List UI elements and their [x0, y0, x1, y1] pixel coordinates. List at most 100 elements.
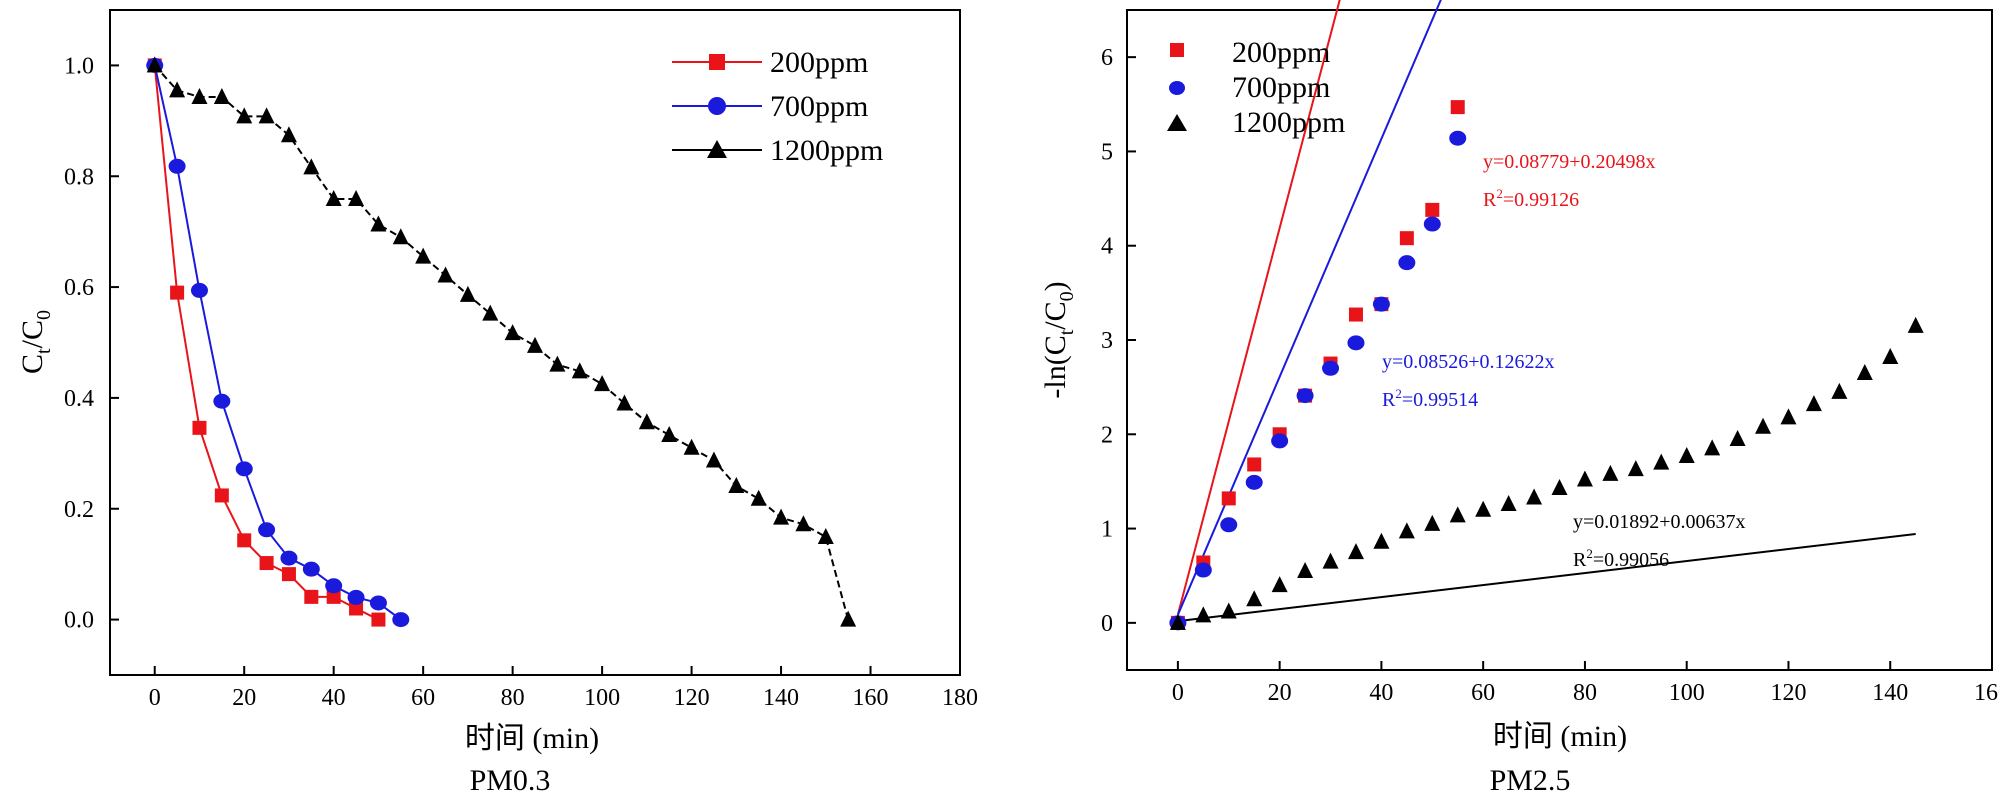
- data-point-1200ppm: [1195, 606, 1212, 623]
- y-label-mid: /C: [16, 320, 49, 348]
- x-tick-label: 20: [1268, 680, 1292, 706]
- data-point-1200ppm: [191, 88, 208, 105]
- y-ticks: 0 1 2 3 4 5 6: [1101, 45, 1136, 637]
- data-point-1200ppm: [258, 107, 275, 124]
- legend-label-700ppm: 700ppm: [1232, 71, 1330, 104]
- y-tick-label: 1: [1101, 517, 1113, 543]
- y-tick-label: 0.6: [64, 275, 94, 301]
- data-point-1200ppm: [169, 81, 186, 98]
- data-point-1200ppm: [1475, 500, 1492, 517]
- data-point-1200ppm: [1297, 562, 1314, 578]
- data-point-1200ppm: [504, 324, 521, 341]
- r2-exp: 2: [1395, 386, 1402, 401]
- y-tick-label: 0: [1101, 611, 1113, 637]
- data-point-1200ppm: [638, 413, 655, 430]
- x-tick-label: 20: [232, 685, 256, 711]
- data-point-1200ppm: [1755, 417, 1772, 434]
- y-tick-label: 1.0: [64, 53, 94, 79]
- y-tick-label: 0.2: [64, 497, 94, 523]
- data-point-1200ppm: [303, 158, 320, 175]
- fit-equation-1200ppm: y=0.01892+0.00637x: [1573, 511, 1746, 533]
- x-tick-label: 100: [584, 685, 620, 711]
- data-point-1200ppm: [728, 477, 745, 494]
- data-point-1200ppm: [482, 304, 499, 321]
- data-point-1200ppm: [1653, 453, 1670, 470]
- data-point-1200ppm: [437, 266, 454, 283]
- x-tick-label: 0: [1172, 680, 1184, 706]
- x-tick-label: 120: [674, 685, 710, 711]
- data-point-700ppm: [1372, 296, 1390, 312]
- legend-label-700ppm: 700ppm: [770, 90, 868, 123]
- fit-r2-200ppm: R2=0.99126: [1483, 186, 1579, 211]
- fit-line-700ppm: [1176, 0, 1442, 616]
- data-point-1200ppm: [840, 610, 857, 627]
- data-point-200ppm: [1221, 491, 1236, 506]
- data-point-1200ppm: [392, 228, 409, 245]
- data-point-200ppm: [237, 533, 252, 548]
- data-point-200ppm: [192, 420, 207, 435]
- data-point-200ppm: [170, 285, 185, 300]
- x-tick-label: 140: [763, 685, 799, 711]
- y-tick-label: 0.4: [64, 386, 94, 412]
- fit-lines: [1176, 0, 1916, 623]
- data-point-1200ppm: [750, 489, 767, 506]
- data-point-200ppm: [371, 612, 386, 627]
- x-tick-label: 180: [942, 685, 978, 711]
- x-tick-label: 80: [1573, 680, 1597, 706]
- legend-marker-1200ppm: [1167, 114, 1187, 131]
- fit-line-200ppm: [1176, 0, 1341, 615]
- data-point-1200ppm: [146, 56, 163, 73]
- r2-value: =0.99126: [1503, 189, 1579, 211]
- data-point-1200ppm: [1780, 408, 1797, 425]
- x-tick-label: 0: [149, 685, 161, 711]
- data-point-700ppm: [392, 612, 410, 628]
- data-point-1200ppm: [1704, 439, 1721, 456]
- data-point-1200ppm: [1551, 479, 1568, 496]
- x-tick-label: 40: [322, 685, 346, 711]
- y-label-mid: /C: [1039, 301, 1072, 329]
- fit-r2-700ppm: R2=0.99514: [1382, 386, 1478, 411]
- data-point-200ppm: [281, 567, 296, 582]
- y-label-main: -ln(C: [1039, 335, 1072, 398]
- chart-pm03: 0 20 40 60 80 100 120 140 160 180 0.0 0.2 0.4 0.6 0.8…: [16, 9, 978, 797]
- fit-annotation-1200ppm: y=0.01892+0.00637x R2=0.99056: [1573, 511, 1746, 571]
- data-point-700ppm: [1347, 335, 1365, 351]
- data-point-1200ppm: [370, 215, 387, 232]
- data-point-700ppm: [1449, 130, 1467, 146]
- fit-r2-1200ppm: R2=0.99056: [1573, 546, 1669, 571]
- y-tick-label: 5: [1101, 139, 1113, 165]
- data-point-700ppm: [325, 578, 343, 594]
- legend: 200ppm 700ppm 1200ppm: [1167, 36, 1345, 139]
- data-point-1200ppm: [415, 247, 432, 264]
- data-point-700ppm: [1423, 216, 1441, 232]
- data-point-1200ppm: [1602, 464, 1619, 481]
- data-point-200ppm: [214, 488, 229, 503]
- legend-marker-1200ppm: [707, 140, 727, 158]
- data-point-200ppm: [1247, 457, 1262, 472]
- y-tick-label: 0.0: [64, 608, 94, 634]
- data-point-700ppm: [235, 461, 253, 477]
- legend-label-200ppm: 200ppm: [770, 46, 868, 79]
- data-point-700ppm: [347, 589, 365, 605]
- y-axis-label: -ln(Ct/C0): [1039, 281, 1078, 398]
- data-point-700ppm: [302, 561, 320, 577]
- data-point-1200ppm: [661, 426, 678, 443]
- data-point-1200ppm: [817, 528, 834, 545]
- fit-annotation-200ppm: y=0.08779+0.20498x R2=0.99126: [1483, 151, 1656, 211]
- y-axis-label: Ct/C0: [16, 310, 55, 374]
- data-point-1200ppm: [1246, 590, 1263, 607]
- legend-marker-200ppm: [709, 54, 725, 70]
- data-point-700ppm: [1220, 517, 1238, 533]
- x-axis-label: 时间 (min): [1493, 720, 1627, 753]
- data-point-700ppm: [1245, 474, 1263, 490]
- y-tick-label: 4: [1101, 234, 1113, 260]
- data-point-1200ppm: [549, 355, 566, 372]
- chart-caption: PM2.5: [1490, 764, 1571, 797]
- legend: 200ppm 700ppm 1200ppm: [672, 46, 883, 167]
- data-point-1200ppm: [325, 189, 342, 206]
- data-point-1200ppm: [280, 126, 297, 143]
- data-point-700ppm: [213, 393, 231, 409]
- legend-label-1200ppm: 1200ppm: [1232, 106, 1345, 139]
- fit-annotation-700ppm: y=0.08526+0.12622x R2=0.99514: [1382, 351, 1555, 411]
- data-point-1200ppm: [1576, 470, 1593, 487]
